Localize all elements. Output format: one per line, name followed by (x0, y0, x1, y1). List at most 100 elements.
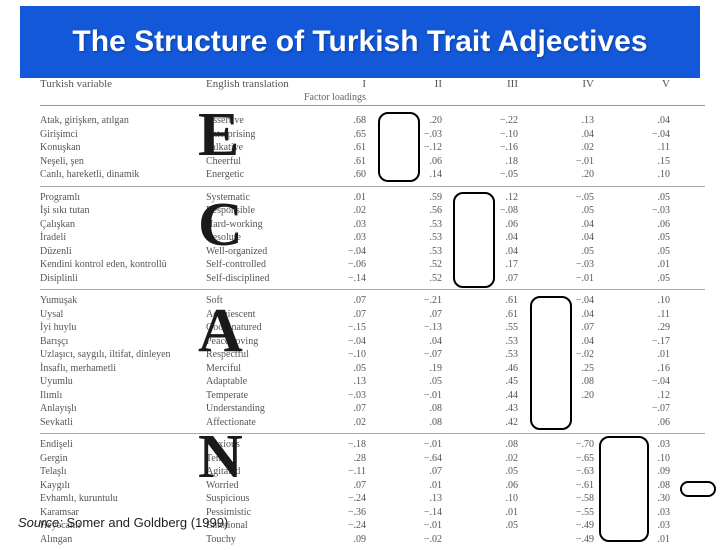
loading-value: .68 (304, 114, 366, 128)
loading-value: .43 (456, 402, 518, 416)
turkish-variable-list: Programlıİşi sıkı tutanÇalışkanİradeliDü… (40, 191, 206, 286)
loading-value: −.07 (608, 402, 670, 416)
turkish-variable: İşi sıkı tutan (40, 204, 206, 218)
turkish-variable-list: YumuşakUysalİyi huyluBarışçıUzlaşıcı, sa… (40, 294, 206, 429)
factor-column: −.18.28−.11.07−.24−.36−.24.09 (304, 438, 380, 546)
loading-value: .01 (608, 533, 670, 547)
loading-value: .03 (304, 218, 366, 232)
loading-value: −.15 (304, 321, 366, 335)
loading-value: .05 (532, 204, 594, 218)
loading-value: .10 (608, 168, 670, 182)
loading-value: .05 (532, 245, 594, 259)
loading-value: .05 (456, 519, 518, 533)
turkish-variable: Evhamlı, kuruntulu (40, 492, 206, 506)
loading-value: .02 (304, 204, 366, 218)
loading-value: .04 (532, 218, 594, 232)
loading-value: −.03 (532, 258, 594, 272)
loading-value: .14 (380, 168, 442, 182)
trait-group: YumuşakUysalİyi huyluBarışçıUzlaşıcı, sa… (40, 289, 705, 433)
header-f4: IV (532, 78, 608, 90)
loading-value: .03 (608, 519, 670, 533)
loading-value: .02 (456, 452, 518, 466)
turkish-variable: İyi huylu (40, 321, 206, 335)
turkish-variable: Programlı (40, 191, 206, 205)
loading-value: −.01 (380, 519, 442, 533)
factor-loadings: .07.07−.15−.04−.10.05.13−.03.07.02−.21.0… (304, 294, 705, 429)
loading-value: .05 (608, 245, 670, 259)
loading-value: .61 (304, 155, 366, 169)
loading-value: .25 (532, 362, 594, 376)
loading-value: −.63 (532, 465, 594, 479)
loading-value: .07 (532, 321, 594, 335)
turkish-variable: Girişimci (40, 128, 206, 142)
loading-value: −.18 (304, 438, 366, 452)
page-title: The Structure of Turkish Trait Adjective… (72, 25, 647, 60)
factor-column: −.01−.64.07.01.13−.14−.01−.02 (380, 438, 456, 546)
header-f1: I (304, 78, 380, 90)
loading-value: −.02 (380, 533, 442, 547)
loading-value: .03 (608, 438, 670, 452)
loading-value: .52 (380, 272, 442, 286)
loading-value: .08 (380, 402, 442, 416)
loading-value: .61 (456, 294, 518, 308)
turkish-variable: Kaygılı (40, 479, 206, 493)
loading-value: .04 (456, 245, 518, 259)
source-citation: Source: Somer and Goldberg (1999) (18, 515, 228, 530)
factor-column: .08.02.05.06.10.01 .05 (456, 438, 532, 546)
loading-value: .03 (608, 506, 670, 520)
factor-column: .07.07−.15−.04−.10.05.13−.03.07.02 (304, 294, 380, 429)
loading-value: .05 (608, 191, 670, 205)
factor-column: −.21.07−.13.04−.07.19.05−.01.08.08 (380, 294, 456, 429)
loading-value: .13 (304, 375, 366, 389)
loading-value: .12 (608, 389, 670, 403)
factor-column: .12−.08.06.04.04.17.07 (456, 191, 532, 286)
loading-value: .07 (380, 465, 442, 479)
header-f5: V (608, 78, 684, 90)
loading-value: .04 (532, 335, 594, 349)
loading-value: .05 (608, 272, 670, 286)
turkish-variable: Çalışkan (40, 218, 206, 232)
loading-value: .28 (304, 452, 366, 466)
loading-value: .53 (380, 231, 442, 245)
trait-group: EndişeliGerginTelaşlıKaygılıEvhamlı, kur… (40, 433, 705, 550)
loading-value: −.10 (304, 348, 366, 362)
loading-value: .61 (304, 141, 366, 155)
loading-value: .07 (304, 308, 366, 322)
loading-value: .06 (456, 218, 518, 232)
loading-value: .44 (456, 389, 518, 403)
loading-value: .04 (532, 308, 594, 322)
loading-value: −.13 (380, 321, 442, 335)
loading-value: −.17 (608, 335, 670, 349)
loading-value: −.06 (304, 258, 366, 272)
factor-letter-e: E (198, 100, 239, 171)
english-translation: Touchy (206, 533, 304, 547)
loading-value: −.08 (456, 204, 518, 218)
loading-value: −.16 (456, 141, 518, 155)
factor-column: −.70−.65−.63−.61−.58−.55−.49−.49 (532, 438, 608, 546)
loading-value: .07 (380, 308, 442, 322)
factor-column: −.05.05.04.04.05−.03−.01 (532, 191, 608, 286)
loading-value: .06 (608, 218, 670, 232)
loading-value: −.02 (532, 348, 594, 362)
loading-value: −.21 (380, 294, 442, 308)
turkish-variable: Endişeli (40, 438, 206, 452)
loading-value: −.03 (380, 128, 442, 142)
loading-value: −.05 (532, 191, 594, 205)
loading-value: −.11 (304, 465, 366, 479)
loading-value: .07 (456, 272, 518, 286)
loading-value: .17 (456, 258, 518, 272)
loading-value: .05 (456, 465, 518, 479)
loading-value: .08 (608, 479, 670, 493)
turkish-variable: Yumuşak (40, 294, 206, 308)
turkish-variable: Alıngan (40, 533, 206, 547)
loading-value: .12 (456, 191, 518, 205)
loading-value: .18 (456, 155, 518, 169)
loading-value: .06 (380, 155, 442, 169)
loading-value: −.04 (304, 245, 366, 259)
turkish-variable: Uyumlu (40, 375, 206, 389)
loading-value: −.07 (380, 348, 442, 362)
loading-value: .20 (380, 114, 442, 128)
loading-value: −.04 (608, 128, 670, 142)
loading-value: −.01 (380, 389, 442, 403)
loading-value: .10 (456, 492, 518, 506)
